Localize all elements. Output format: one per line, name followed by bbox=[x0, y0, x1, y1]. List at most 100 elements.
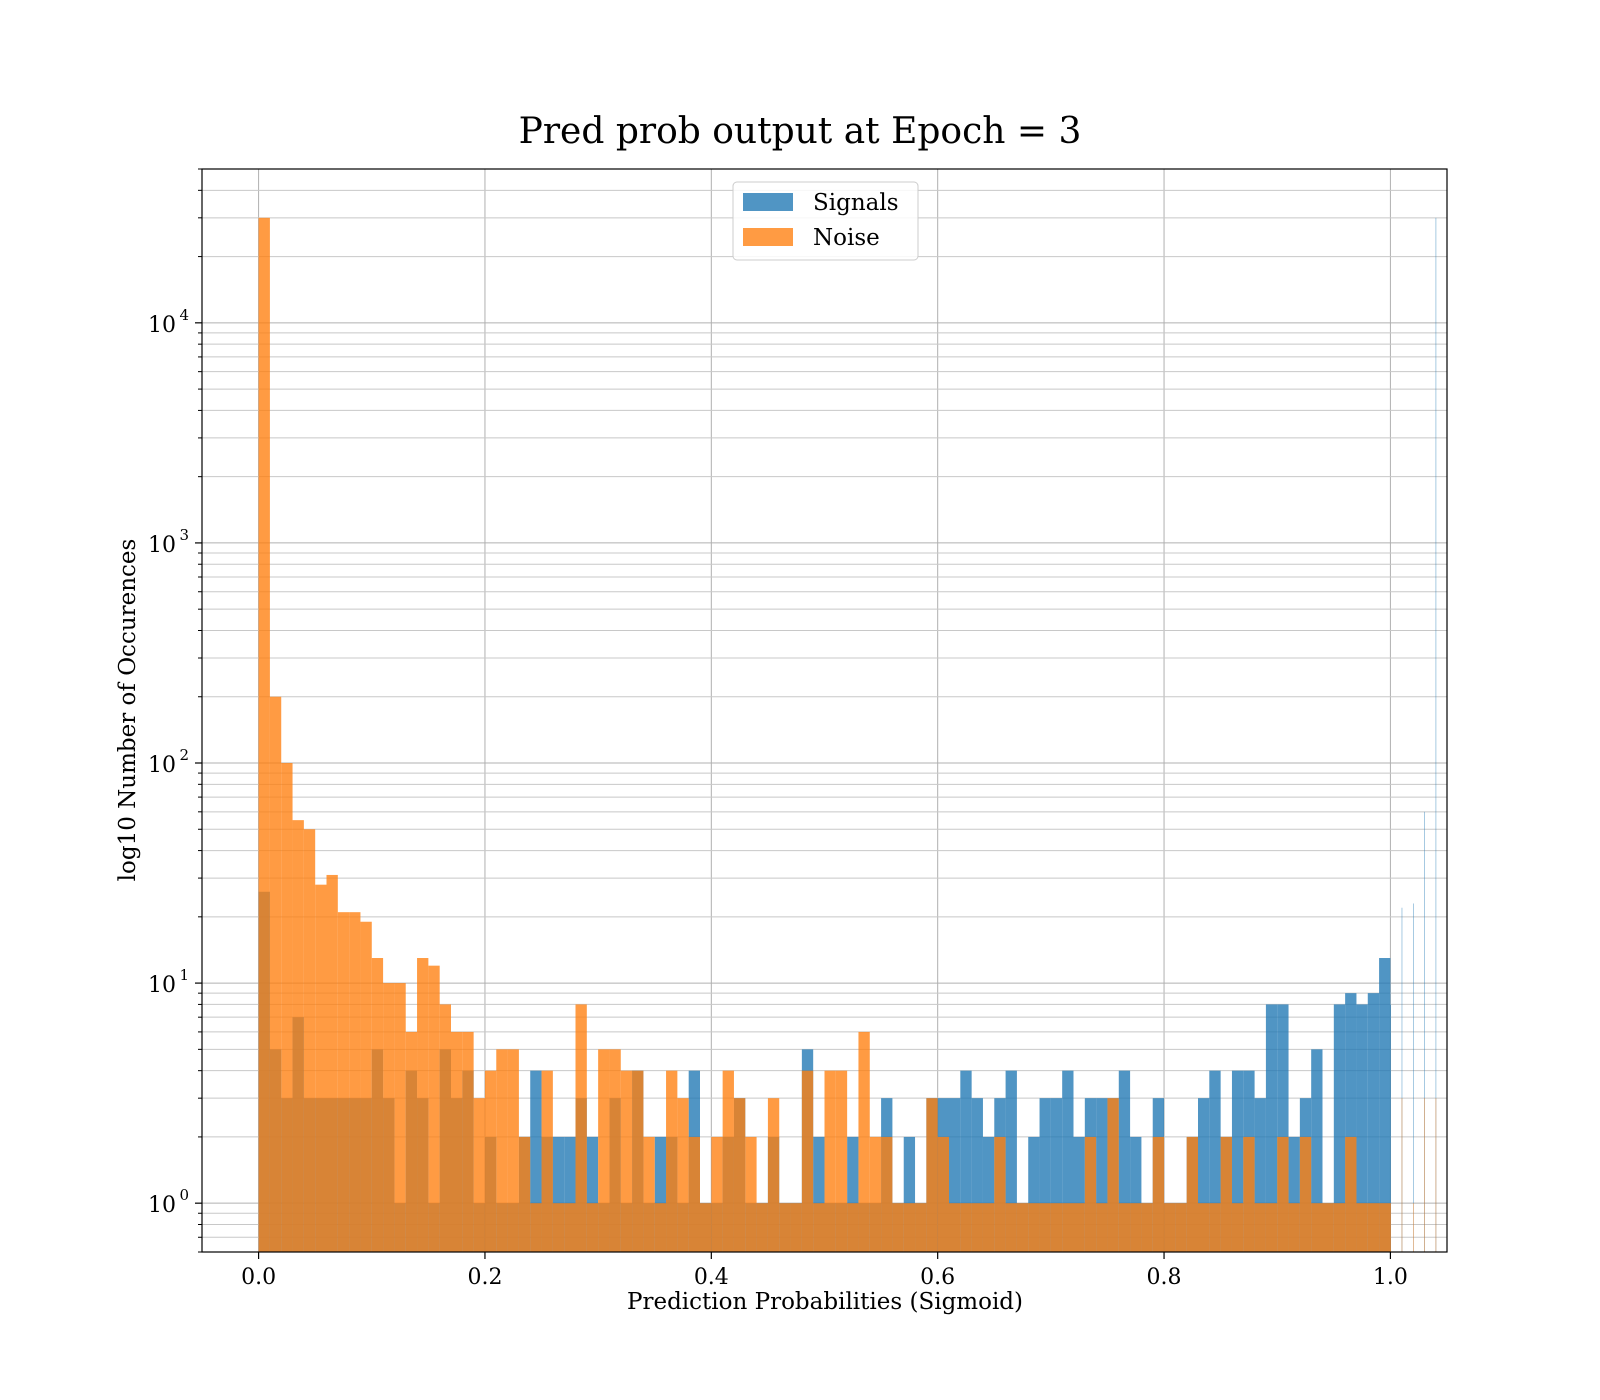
y-tick-exponent: 4 bbox=[179, 306, 189, 324]
bar-noise bbox=[1288, 1203, 1300, 1252]
legend-swatch-signals bbox=[743, 193, 793, 211]
bar-noise bbox=[711, 1136, 723, 1252]
bar-noise bbox=[1096, 1203, 1108, 1252]
bar-noise bbox=[700, 1203, 712, 1252]
bar-signals bbox=[1073, 1136, 1085, 1252]
bar-noise bbox=[1390, 1203, 1391, 1252]
bar-signals bbox=[1288, 1136, 1300, 1252]
bar-noise bbox=[1265, 1203, 1278, 1252]
bar-signals bbox=[1379, 958, 1391, 1252]
bar-signals bbox=[960, 1070, 972, 1252]
bar-noise bbox=[417, 958, 429, 1252]
y-tick-exponent: 3 bbox=[179, 526, 189, 544]
x-tick-label: 1.0 bbox=[1373, 1265, 1408, 1290]
bar-noise bbox=[507, 1049, 519, 1252]
bar-noise bbox=[326, 874, 338, 1252]
bar-signals bbox=[1424, 811, 1425, 1252]
bar-noise bbox=[1345, 1136, 1357, 1252]
bar-noise bbox=[1231, 1203, 1244, 1252]
bar-signals bbox=[1039, 1098, 1051, 1252]
bar-noise bbox=[405, 1031, 418, 1252]
bar-noise bbox=[541, 1070, 553, 1252]
bar-noise bbox=[620, 1070, 633, 1252]
bar-noise bbox=[337, 912, 350, 1252]
x-axis-label: Prediction Probabilities (Sigmoid) bbox=[627, 1289, 1023, 1315]
y-axis-label: log10 Number of Occurences bbox=[115, 539, 141, 882]
bar-signals bbox=[1062, 1070, 1074, 1252]
bar-noise bbox=[371, 958, 384, 1252]
y-tick-exponent: 0 bbox=[179, 1186, 189, 1204]
bar-noise bbox=[666, 1070, 678, 1252]
bar-noise bbox=[1130, 1203, 1142, 1252]
bar-noise bbox=[1401, 1098, 1403, 1252]
bar-noise bbox=[428, 965, 440, 1252]
bar-noise bbox=[564, 1203, 576, 1252]
y-tick-label: 10 bbox=[148, 1193, 176, 1218]
bar-signals bbox=[982, 1136, 995, 1252]
bar-noise bbox=[1186, 1136, 1198, 1252]
bar-signals bbox=[1311, 1049, 1323, 1252]
x-tick-label: 0.0 bbox=[241, 1265, 276, 1290]
bar-noise bbox=[258, 217, 270, 1252]
bar-signals bbox=[1130, 1136, 1142, 1252]
bar-noise bbox=[1424, 1098, 1425, 1252]
x-tick-label: 0.6 bbox=[920, 1265, 955, 1290]
bar-noise bbox=[688, 1136, 700, 1252]
bar-signals bbox=[1333, 1004, 1346, 1252]
bar-signals bbox=[564, 1136, 576, 1252]
bar-noise bbox=[518, 1136, 531, 1252]
bar-noise bbox=[609, 1049, 621, 1252]
bar-noise bbox=[1254, 1203, 1266, 1252]
bar-noise bbox=[552, 1203, 565, 1252]
bar-noise bbox=[915, 1203, 927, 1252]
bar-noise bbox=[847, 1203, 859, 1252]
bar-signals bbox=[1367, 993, 1380, 1252]
y-tick-label: 10 bbox=[148, 533, 176, 558]
bar-noise bbox=[1107, 1098, 1119, 1252]
bar-signals bbox=[1390, 1004, 1391, 1252]
bar-noise bbox=[315, 884, 327, 1252]
bar-noise bbox=[767, 1098, 780, 1252]
bar-noise bbox=[960, 1203, 972, 1252]
bar-signals bbox=[1005, 1070, 1017, 1252]
bar-noise bbox=[1367, 1203, 1380, 1252]
bar-noise bbox=[835, 1070, 848, 1252]
bar-signals bbox=[1254, 1098, 1266, 1252]
bar-noise bbox=[394, 983, 406, 1252]
x-tick-label: 0.4 bbox=[694, 1265, 729, 1290]
y-tick-label: 10 bbox=[148, 973, 176, 998]
bar-noise bbox=[779, 1203, 791, 1252]
y-tick-label: 10 bbox=[148, 753, 176, 778]
bar-noise bbox=[982, 1203, 995, 1252]
legend-swatch-noise bbox=[743, 228, 793, 246]
histogram-bars bbox=[258, 217, 1448, 1252]
bar-signals bbox=[1265, 1004, 1278, 1252]
y-tick-exponent: 1 bbox=[179, 966, 189, 984]
bar-noise bbox=[1175, 1203, 1187, 1252]
bar-noise bbox=[439, 1004, 451, 1252]
bar-noise bbox=[654, 1203, 667, 1252]
bar-noise bbox=[598, 1049, 610, 1252]
bar-noise bbox=[733, 1098, 746, 1252]
bar-noise bbox=[292, 820, 304, 1252]
bar-noise bbox=[281, 763, 293, 1252]
bar-noise bbox=[722, 1070, 734, 1252]
bar-noise bbox=[1311, 1203, 1323, 1252]
legend-label-signals: Signals bbox=[813, 190, 899, 216]
bar-signals bbox=[1435, 217, 1437, 1252]
bar-noise bbox=[756, 1203, 768, 1252]
bar-signals bbox=[971, 1098, 983, 1252]
bar-signals bbox=[654, 1136, 667, 1252]
bar-signals bbox=[1345, 993, 1357, 1252]
bar-noise bbox=[530, 1203, 542, 1252]
bar-noise bbox=[1209, 1203, 1221, 1252]
bar-noise bbox=[1016, 1203, 1029, 1252]
bar-signals bbox=[949, 1098, 961, 1252]
bar-noise bbox=[1141, 1203, 1153, 1252]
bar-noise bbox=[451, 1031, 463, 1252]
bar-noise bbox=[575, 1004, 587, 1252]
x-tick-label: 0.8 bbox=[1147, 1265, 1182, 1290]
bar-noise bbox=[1039, 1203, 1051, 1252]
bar-noise bbox=[813, 1203, 825, 1252]
